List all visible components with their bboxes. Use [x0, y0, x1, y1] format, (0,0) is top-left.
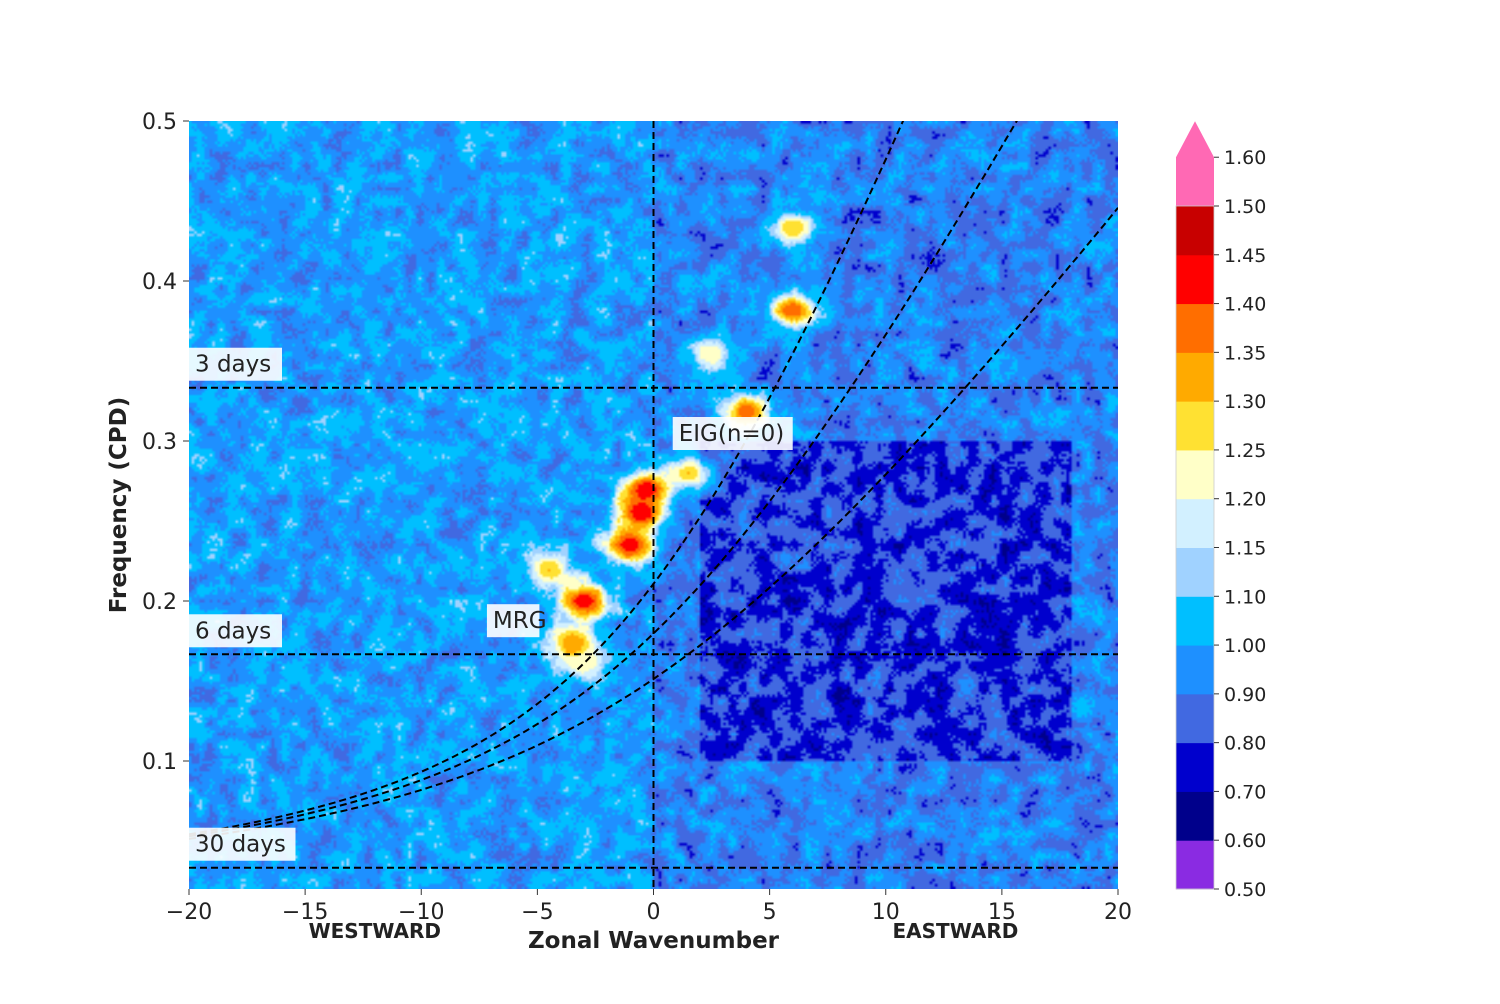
colorbar-tick-label: 0.80 — [1224, 733, 1266, 755]
x-tick-label: −10 — [398, 900, 444, 925]
x-tick-label: 5 — [763, 900, 777, 925]
colorbar-tick-label: 1.40 — [1224, 294, 1266, 316]
y-tick-label: 0.3 — [142, 430, 177, 455]
colorbar-tick-label: 1.50 — [1224, 196, 1266, 218]
dispersion-label: MRG — [486, 604, 547, 638]
period-label: 3 days — [189, 347, 282, 381]
period-label: 30 days — [189, 827, 296, 861]
colorbar-segment — [1176, 303, 1214, 353]
colorbar-segment — [1176, 693, 1214, 744]
y-tick-label: 0.1 — [142, 750, 177, 775]
westward-label: WESTWARD — [309, 919, 441, 943]
x-tick-label: 10 — [872, 900, 900, 925]
colorbar-segment — [1176, 840, 1214, 890]
colorbar-segment — [1176, 645, 1214, 695]
colorbar-tick-label: 1.20 — [1224, 489, 1266, 511]
x-tick-label: −5 — [521, 900, 553, 925]
y-tick-label: 0.5 — [142, 110, 177, 135]
axes: −20 −15 −10 −5 0 5 10 15 20 0.1 0.2 0.3 0.4 0.5 Zonal … — [106, 110, 1132, 954]
period-label-box — [189, 614, 282, 648]
colorbar-segment — [1176, 547, 1214, 597]
colorbar-tick-label: 0.60 — [1224, 830, 1266, 852]
annotations: 3 days 6 days 30 days EIG(n=0) MRG — [189, 347, 793, 861]
y-axis-label: Frequency (CPD) — [106, 397, 132, 613]
dispersion-label-box — [672, 417, 793, 450]
colorbar-tick-label: 1.45 — [1224, 245, 1266, 267]
y-tick-label: 0.4 — [142, 270, 177, 295]
colorbar-segment — [1176, 206, 1214, 256]
colorbar-segment — [1176, 791, 1214, 841]
colorbar-tick-label: 1.60 — [1224, 147, 1266, 169]
period-label-text: 6 days — [195, 618, 271, 644]
colorbar-extend — [1176, 121, 1214, 206]
colorbar-tick-label: 0.70 — [1224, 781, 1266, 803]
x-axis-label: Zonal Wavenumber — [528, 928, 780, 954]
period-label-text: 30 days — [195, 832, 286, 858]
y-tick-label: 0.2 — [142, 590, 177, 615]
colorbar-tick-label: 1.25 — [1224, 440, 1266, 462]
heatmap-field — [189, 121, 1118, 889]
dispersion-label: EIG(n=0) — [672, 417, 793, 450]
colorbar-segment — [1176, 401, 1214, 451]
colorbar-tick-label: 0.50 — [1224, 879, 1266, 901]
dispersion-label-text: MRG — [493, 608, 547, 634]
colorbar-segment — [1176, 596, 1214, 646]
colorbar-tick-label: 1.00 — [1224, 635, 1266, 657]
period-label-box — [189, 347, 282, 381]
colorbar-segment — [1176, 352, 1214, 402]
x-tick-label: 0 — [647, 900, 661, 925]
eastward-label: EASTWARD — [893, 919, 1019, 943]
x-tick-label: 20 — [1104, 900, 1132, 925]
colorbar-segment — [1176, 742, 1214, 792]
colorbar: 0.50 0.60 0.70 0.80 0.90 1.00 1.10 1.15 1.20 1.25… — [1175, 121, 1266, 901]
dispersion-label-text: EIG(n=0) — [679, 421, 785, 447]
x-tick-label: −15 — [282, 900, 328, 925]
period-label-text: 3 days — [195, 352, 271, 378]
colorbar-segment — [1176, 449, 1214, 500]
colorbar-segment — [1176, 498, 1214, 548]
colorbar-tick-label: 1.30 — [1224, 391, 1266, 413]
colorbar-segment — [1176, 254, 1214, 305]
dispersion-curve — [189, 121, 905, 836]
dispersion-label-box — [486, 604, 540, 638]
colorbar-tick-label: 0.90 — [1224, 684, 1266, 706]
colorbar-tick-label: 1.35 — [1224, 342, 1266, 364]
x-tick-label: −20 — [166, 900, 212, 925]
colorbar-tick-label: 1.15 — [1224, 538, 1266, 560]
period-label: 6 days — [189, 614, 282, 648]
dispersion-curve — [189, 207, 1118, 840]
period-label-box — [189, 827, 296, 861]
reference-lines — [189, 121, 1118, 889]
dispersion-curve — [189, 121, 1018, 838]
x-tick-label: 15 — [988, 900, 1016, 925]
colorbar-tick-label: 1.10 — [1224, 586, 1266, 608]
